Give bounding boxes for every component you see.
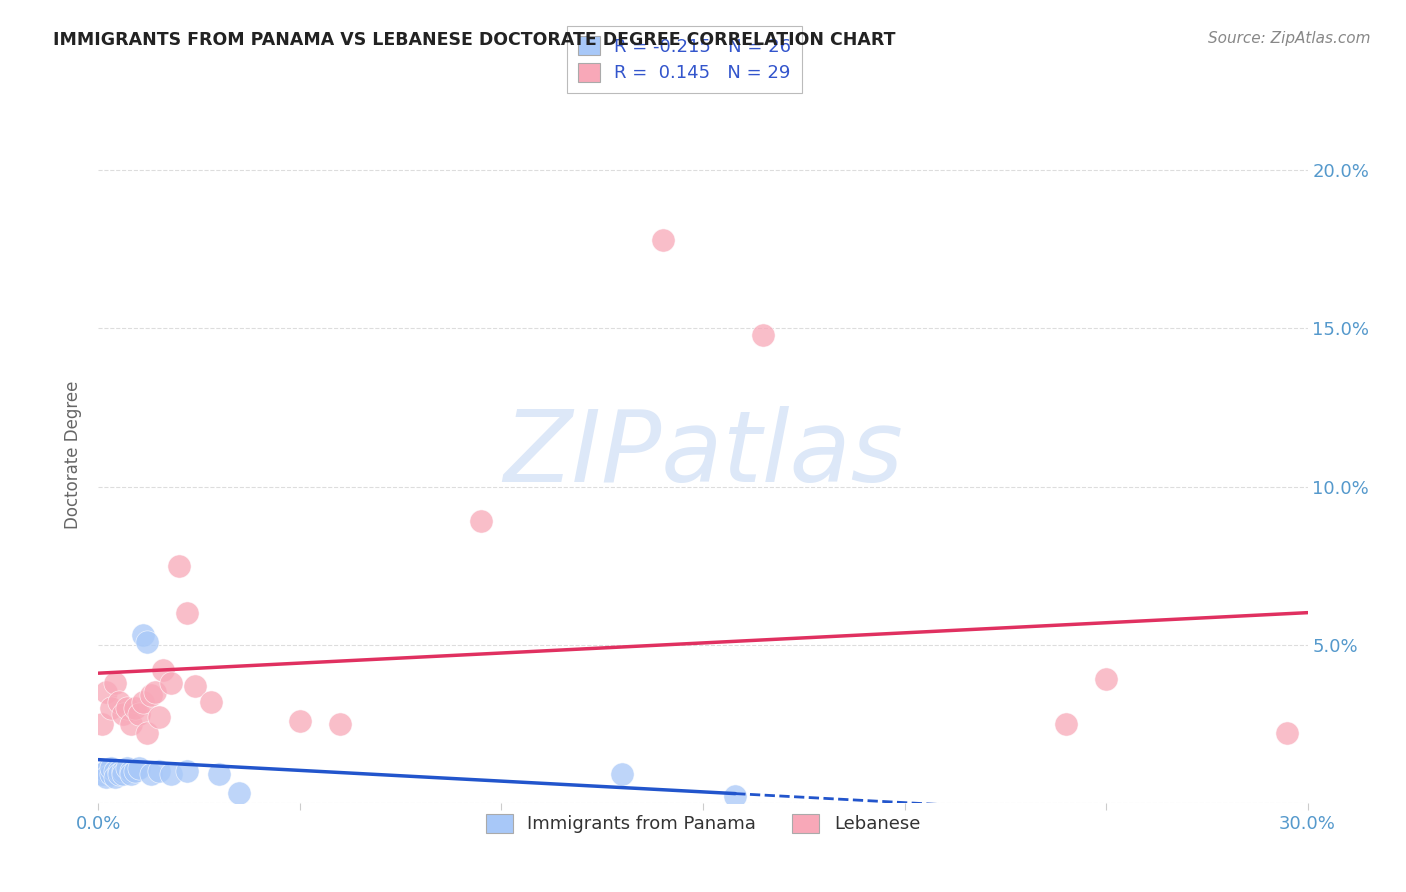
Point: [288, 714, 311, 728]
Point: [167, 558, 190, 573]
Point: [152, 663, 174, 677]
Point: [111, 764, 134, 779]
Text: ZIPatlas: ZIPatlas: [503, 407, 903, 503]
Point: [228, 786, 250, 800]
Point: [120, 767, 142, 781]
Point: [128, 707, 150, 722]
Point: [103, 771, 125, 785]
Point: [107, 764, 129, 779]
Point: [111, 707, 134, 722]
Point: [96, 685, 118, 699]
Text: IMMIGRANTS FROM PANAMA VS LEBANESE DOCTORATE DEGREE CORRELATION CHART: IMMIGRANTS FROM PANAMA VS LEBANESE DOCTO…: [53, 31, 896, 49]
Point: [470, 514, 492, 528]
Point: [100, 767, 122, 781]
Point: [200, 695, 222, 709]
Point: [100, 701, 122, 715]
Point: [148, 764, 170, 779]
Point: [132, 628, 155, 642]
Point: [329, 716, 352, 731]
Point: [135, 634, 157, 648]
Point: [111, 767, 134, 781]
Point: [160, 675, 183, 690]
Point: [96, 764, 118, 779]
Point: [100, 761, 122, 775]
Point: [139, 767, 162, 781]
Point: [96, 771, 118, 785]
Point: [115, 761, 138, 775]
Point: [103, 675, 125, 690]
Point: [148, 710, 170, 724]
Point: [1054, 716, 1077, 731]
Point: [91, 767, 114, 781]
Point: [139, 688, 162, 702]
Point: [176, 764, 198, 779]
Text: Source: ZipAtlas.com: Source: ZipAtlas.com: [1208, 31, 1371, 46]
Point: [135, 726, 157, 740]
Point: [752, 327, 775, 342]
Point: [124, 701, 146, 715]
Y-axis label: Doctorate Degree: Doctorate Degree: [65, 381, 83, 529]
Point: [143, 685, 166, 699]
Point: [1095, 673, 1118, 687]
Point: [128, 761, 150, 775]
Point: [176, 606, 198, 620]
Point: [160, 767, 183, 781]
Point: [132, 695, 155, 709]
Point: [115, 701, 138, 715]
Point: [612, 767, 634, 781]
Point: [124, 764, 146, 779]
Legend: Immigrants from Panama, Lebanese: Immigrants from Panama, Lebanese: [477, 805, 929, 842]
Point: [120, 764, 142, 779]
Point: [107, 767, 129, 781]
Point: [1277, 726, 1299, 740]
Point: [91, 716, 114, 731]
Point: [103, 764, 125, 779]
Point: [208, 767, 231, 781]
Point: [184, 679, 207, 693]
Point: [120, 716, 142, 731]
Point: [107, 695, 129, 709]
Point: [651, 233, 673, 247]
Point: [724, 789, 747, 804]
